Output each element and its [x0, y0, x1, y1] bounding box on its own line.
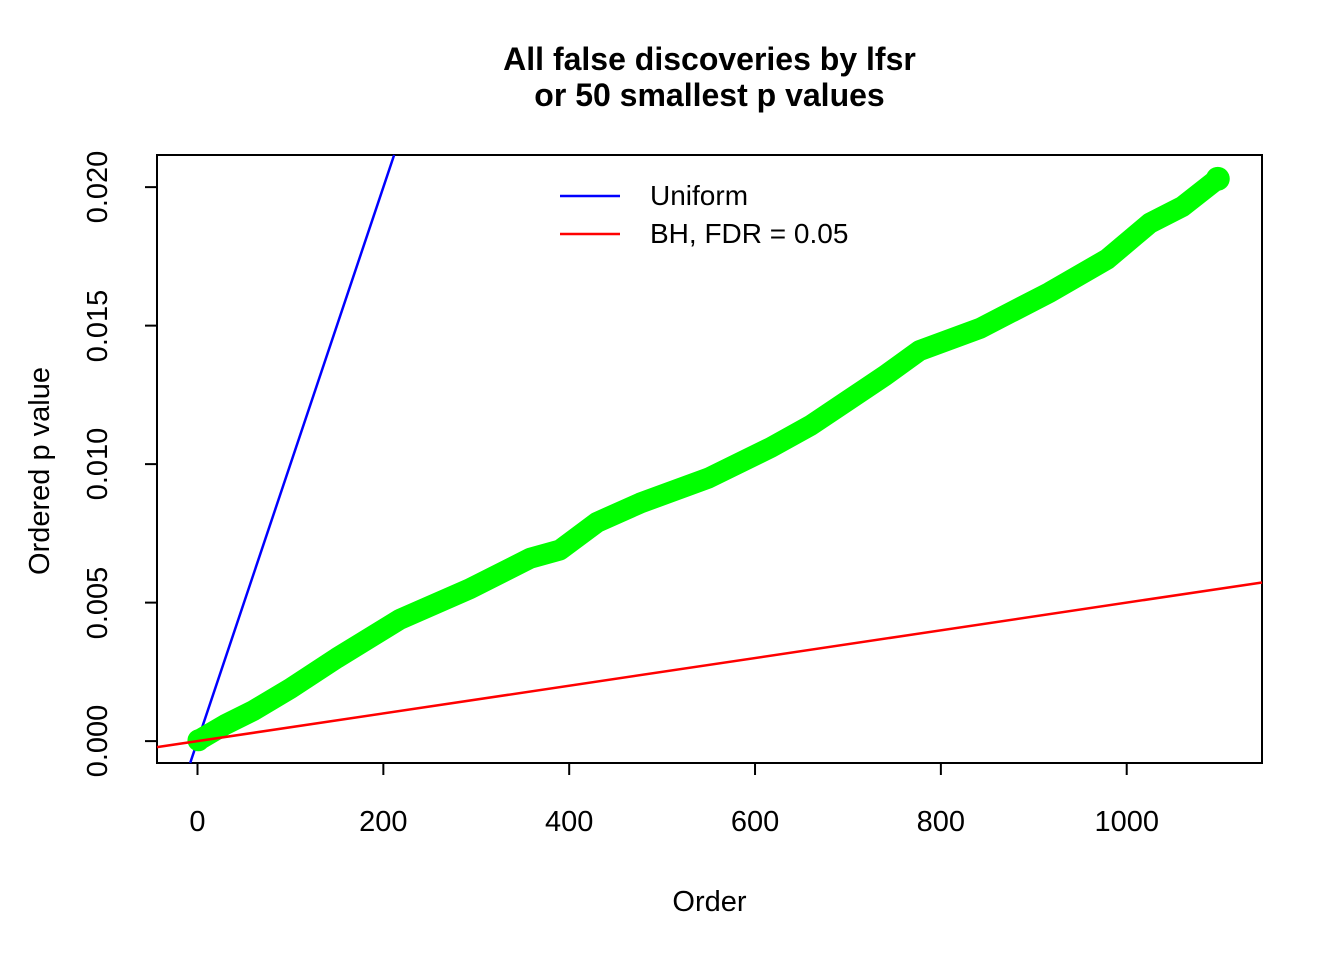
y-tick-label: 0.015: [82, 289, 114, 362]
legend-label-uniform: Uniform: [650, 180, 749, 211]
legend-label-bh: BH, FDR = 0.05: [650, 218, 849, 249]
x-tick-label: 400: [544, 806, 594, 838]
y-axis-ticks: [145, 186, 157, 743]
y-tick-label: 0.020: [82, 150, 114, 224]
plot-box: [156, 154, 1263, 764]
chart-title-line2: or 50 smallest p values: [534, 77, 885, 113]
chart-title: All false discoveries by lfsr or 50 smal…: [157, 41, 1262, 113]
bh-threshold-line: [156, 581, 1263, 749]
x-tick-label: 200: [359, 806, 408, 838]
x-axis-title: Order: [672, 886, 747, 918]
false-discoveries-series: [187, 168, 1229, 751]
y-axis-title: Ordered p value: [24, 367, 56, 575]
y-tick-label: 0.005: [82, 566, 114, 639]
x-tick-label: 0: [189, 806, 206, 838]
x-axis-ticks: [196, 763, 1128, 775]
y-tick-label: 0.010: [82, 427, 114, 501]
x-tick-label: 1000: [1094, 806, 1159, 838]
x-tick-label: 800: [916, 806, 966, 838]
series-end-point: [1205, 166, 1230, 191]
x-tick-label: 600: [730, 806, 780, 838]
uniform-reference-line: [188, 154, 396, 764]
chart-title-line1: All false discoveries by lfsr: [503, 41, 916, 77]
y-tick-label: 0.000: [82, 704, 114, 778]
